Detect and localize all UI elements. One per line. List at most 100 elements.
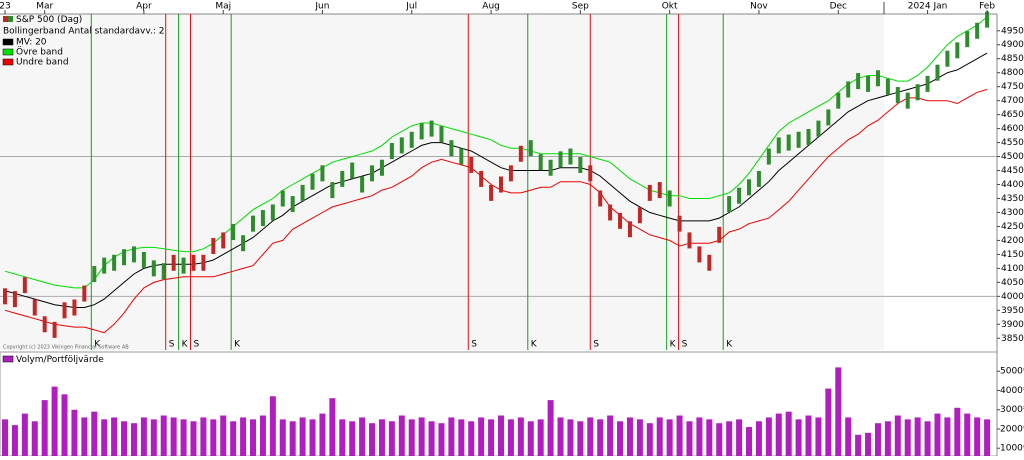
signal-label: K (234, 340, 241, 350)
volume-bar (547, 400, 554, 456)
y-tick-label: 4250 (1001, 222, 1024, 232)
volume-bar (498, 415, 504, 456)
price-bar (885, 78, 890, 95)
volume-bar (636, 419, 643, 456)
price-bar (558, 151, 563, 168)
price-bar (221, 232, 226, 249)
volume-bar (746, 427, 752, 456)
y-tick-label: 4600 (1001, 124, 1024, 134)
price-bar (112, 254, 117, 271)
price-bar (389, 142, 394, 159)
price-bar (72, 299, 77, 316)
volume-bar (101, 419, 108, 456)
x-tick-label: Jun (314, 2, 329, 12)
volume-bar (894, 415, 901, 456)
price-bar (717, 226, 722, 243)
price-bar (538, 154, 543, 171)
y-tick-label: 4950 (1001, 26, 1024, 36)
volume-bar (825, 388, 832, 456)
volume-bar (220, 415, 227, 456)
volume-bar (190, 421, 197, 456)
volume-bar (468, 421, 475, 456)
price-bar (32, 299, 37, 316)
price-bar (905, 92, 910, 109)
volume-bar (170, 417, 177, 456)
volume-bar (765, 417, 772, 456)
volume-bar (369, 423, 376, 456)
volume-bar (527, 421, 534, 456)
volume-bar (686, 421, 693, 456)
price-bar (598, 190, 603, 207)
volume-bar (230, 421, 237, 456)
price-bar (875, 70, 880, 87)
volume-bar (517, 417, 524, 456)
volume-bar (795, 419, 802, 456)
volume-bar (418, 417, 425, 456)
price-bar (151, 260, 156, 277)
volume-bar (319, 413, 326, 456)
volume-bar (815, 417, 822, 456)
price-bar (201, 254, 206, 271)
volume-bar (81, 417, 88, 456)
y-tick-label: 4300 (1001, 208, 1024, 218)
volume-bar (91, 411, 98, 456)
volume-bar (359, 417, 366, 456)
band-line (4, 89, 988, 334)
volume-bar (984, 419, 991, 456)
x-tick-label: Apr (136, 2, 152, 12)
volume-bar (785, 411, 792, 456)
volume-bar (696, 417, 703, 456)
band-line (4, 16, 988, 289)
price-bar (22, 277, 27, 294)
y-tick-label: 4650 (1001, 110, 1024, 120)
volume-bar (210, 419, 217, 456)
volume-bar (775, 413, 782, 456)
volume-bar (259, 415, 266, 456)
price-bar (280, 190, 285, 207)
volume-bar (398, 415, 405, 456)
price-bar (399, 137, 404, 154)
price-bar (62, 302, 67, 319)
volume-bar (736, 419, 743, 456)
volume-bar (289, 421, 296, 456)
volume-bar (567, 419, 574, 456)
volume-bar (855, 434, 862, 456)
legend-swatch (2, 38, 14, 46)
band-line (4, 52, 988, 308)
volume-bar (21, 413, 28, 456)
volume-bar (964, 413, 971, 456)
volume-bar (31, 421, 38, 456)
price-bar (766, 148, 771, 165)
volume-bar (121, 421, 128, 456)
volume-bar (607, 415, 614, 456)
price-bar (290, 196, 295, 213)
volume-bar (924, 421, 931, 456)
price-bar (548, 159, 553, 176)
volume-bar (11, 425, 18, 456)
volume-bar (41, 400, 48, 456)
volume-bar (130, 423, 137, 456)
price-bar (846, 81, 851, 98)
y-tick-label: 4350 (1001, 194, 1024, 204)
volume-bar (269, 396, 276, 456)
price-bar (796, 131, 801, 148)
signal-label: S (682, 340, 688, 350)
price-bar (608, 204, 613, 221)
volume-bar (51, 386, 58, 456)
legend-label: MV: 20 (16, 38, 47, 48)
y-tick-label: 4500 (1001, 152, 1024, 162)
x-tick-label: Feb (979, 2, 995, 12)
volume-bar (676, 415, 683, 456)
signal-label: K (531, 340, 538, 350)
x-tick-label: Dec (830, 2, 847, 12)
plot-bg (0, 14, 884, 350)
price-bar (528, 140, 533, 157)
price-bar (161, 263, 166, 280)
price-bar (310, 173, 315, 190)
legend-label: Övre band (16, 47, 63, 58)
price-bar (925, 75, 930, 92)
legend-swatch (2, 58, 14, 66)
price-bar (965, 31, 970, 48)
price-bar (122, 249, 127, 266)
